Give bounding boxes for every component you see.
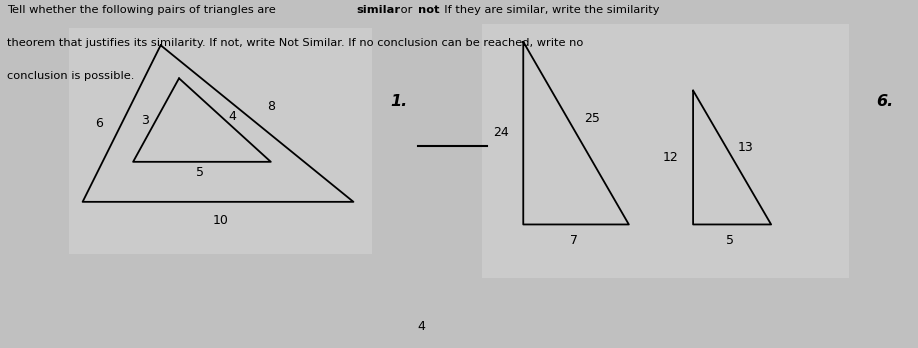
Text: 5: 5 — [726, 234, 733, 247]
Text: or: or — [397, 5, 416, 15]
Text: 25: 25 — [584, 112, 600, 125]
Text: . If they are similar, write the similarity: . If they are similar, write the similar… — [437, 5, 659, 15]
Text: 10: 10 — [212, 214, 229, 228]
Text: 8: 8 — [267, 100, 274, 113]
FancyBboxPatch shape — [482, 24, 849, 278]
Text: 5: 5 — [196, 166, 204, 179]
Text: 13: 13 — [737, 141, 754, 155]
Text: Tell whether the following pairs of triangles are: Tell whether the following pairs of tria… — [7, 5, 280, 15]
Text: 6: 6 — [95, 117, 103, 130]
Text: 3: 3 — [141, 113, 149, 127]
Text: theorem that justifies its similarity. If not, write Not Similar. If no conclusi: theorem that justifies its similarity. I… — [7, 38, 584, 48]
Text: 7: 7 — [570, 234, 577, 247]
FancyBboxPatch shape — [69, 28, 372, 254]
Text: 24: 24 — [493, 126, 509, 139]
Text: 6.: 6. — [877, 94, 894, 109]
Text: 4: 4 — [229, 110, 236, 123]
Text: not: not — [418, 5, 439, 15]
Text: 4: 4 — [418, 320, 426, 333]
Text: conclusion is possible.: conclusion is possible. — [7, 71, 135, 81]
Text: 12: 12 — [662, 151, 678, 164]
Text: 1.: 1. — [390, 94, 408, 109]
Text: similar: similar — [356, 5, 400, 15]
